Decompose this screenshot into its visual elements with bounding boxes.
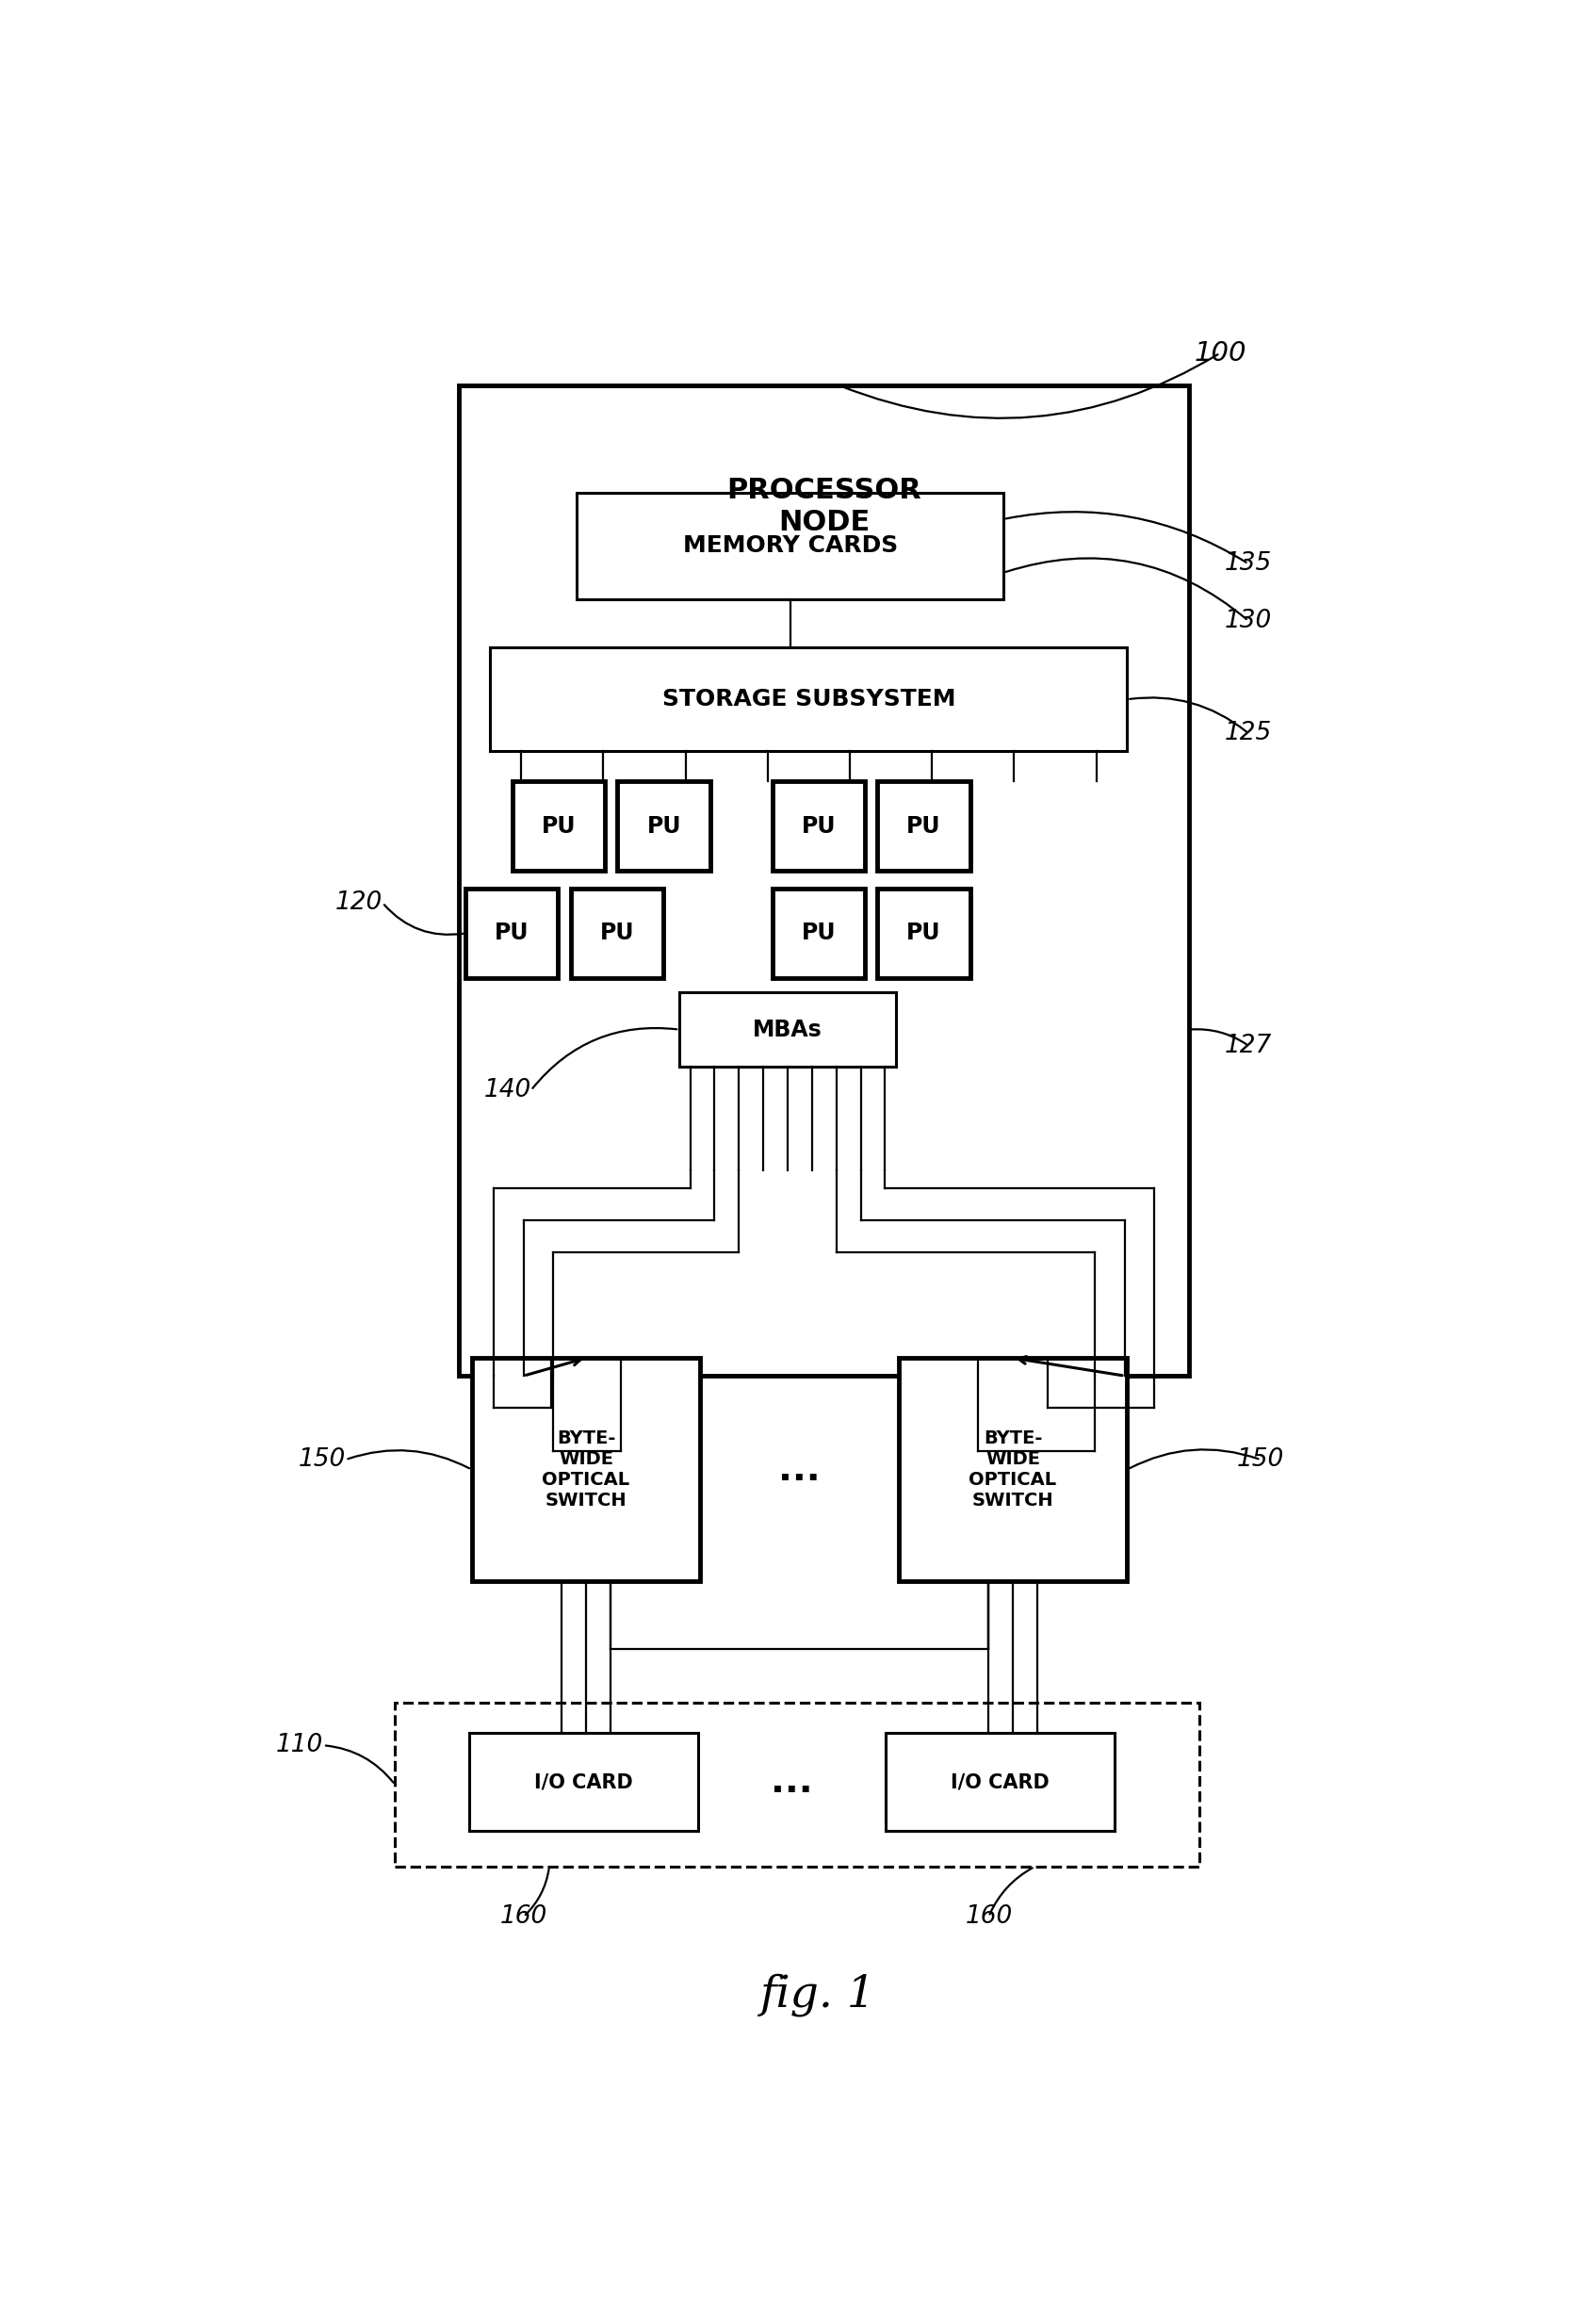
Text: BYTE-
WIDE
OPTICAL
SWITCH: BYTE- WIDE OPTICAL SWITCH [969,1430,1057,1509]
Text: I/O CARD: I/O CARD [535,1773,634,1792]
Text: ...: ... [779,1451,820,1488]
Text: 160: 160 [966,1905,1012,1929]
Bar [571,888,664,978]
Text: 150: 150 [1237,1446,1285,1472]
Bar [772,888,865,978]
Text: PROCESSOR
NODE: PROCESSOR NODE [726,478,921,535]
Bar [576,491,1004,600]
Bar [394,1701,1199,1866]
Bar [899,1358,1127,1581]
Text: MEMORY CARDS: MEMORY CARDS [683,535,897,556]
Text: 120: 120 [335,890,383,916]
Text: 110: 110 [276,1734,324,1757]
Bar [472,1358,701,1581]
Text: fig. 1: fig. 1 [760,1973,876,2017]
Text: ...: ... [771,1764,812,1799]
Bar [878,781,970,872]
Text: 130: 130 [1224,610,1272,633]
Bar [680,992,895,1066]
Text: PU: PU [541,816,576,837]
Text: PU: PU [801,923,836,943]
Text: 127: 127 [1224,1034,1272,1057]
Text: 125: 125 [1224,721,1272,746]
Text: I/O CARD: I/O CARD [951,1773,1050,1792]
Text: 140: 140 [484,1078,531,1103]
Bar [460,385,1189,1377]
Bar [512,781,605,872]
Bar [772,781,865,872]
Text: 135: 135 [1224,552,1272,575]
Bar [469,1734,697,1831]
Text: MBAs: MBAs [753,1018,822,1041]
Text: BYTE-
WIDE
OPTICAL
SWITCH: BYTE- WIDE OPTICAL SWITCH [543,1430,630,1509]
Text: PU: PU [801,816,836,837]
Bar [466,888,559,978]
Bar [490,647,1127,751]
Text: PU: PU [907,816,942,837]
Text: 160: 160 [500,1905,547,1929]
Bar [618,781,710,872]
Text: 150: 150 [298,1446,345,1472]
Text: PU: PU [907,923,942,943]
Text: PU: PU [600,923,634,943]
Text: STORAGE SUBSYSTEM: STORAGE SUBSYSTEM [662,688,956,712]
Text: PU: PU [495,923,528,943]
Bar [886,1734,1114,1831]
Bar [878,888,970,978]
Text: 100: 100 [1194,341,1246,366]
Text: PU: PU [646,816,681,837]
